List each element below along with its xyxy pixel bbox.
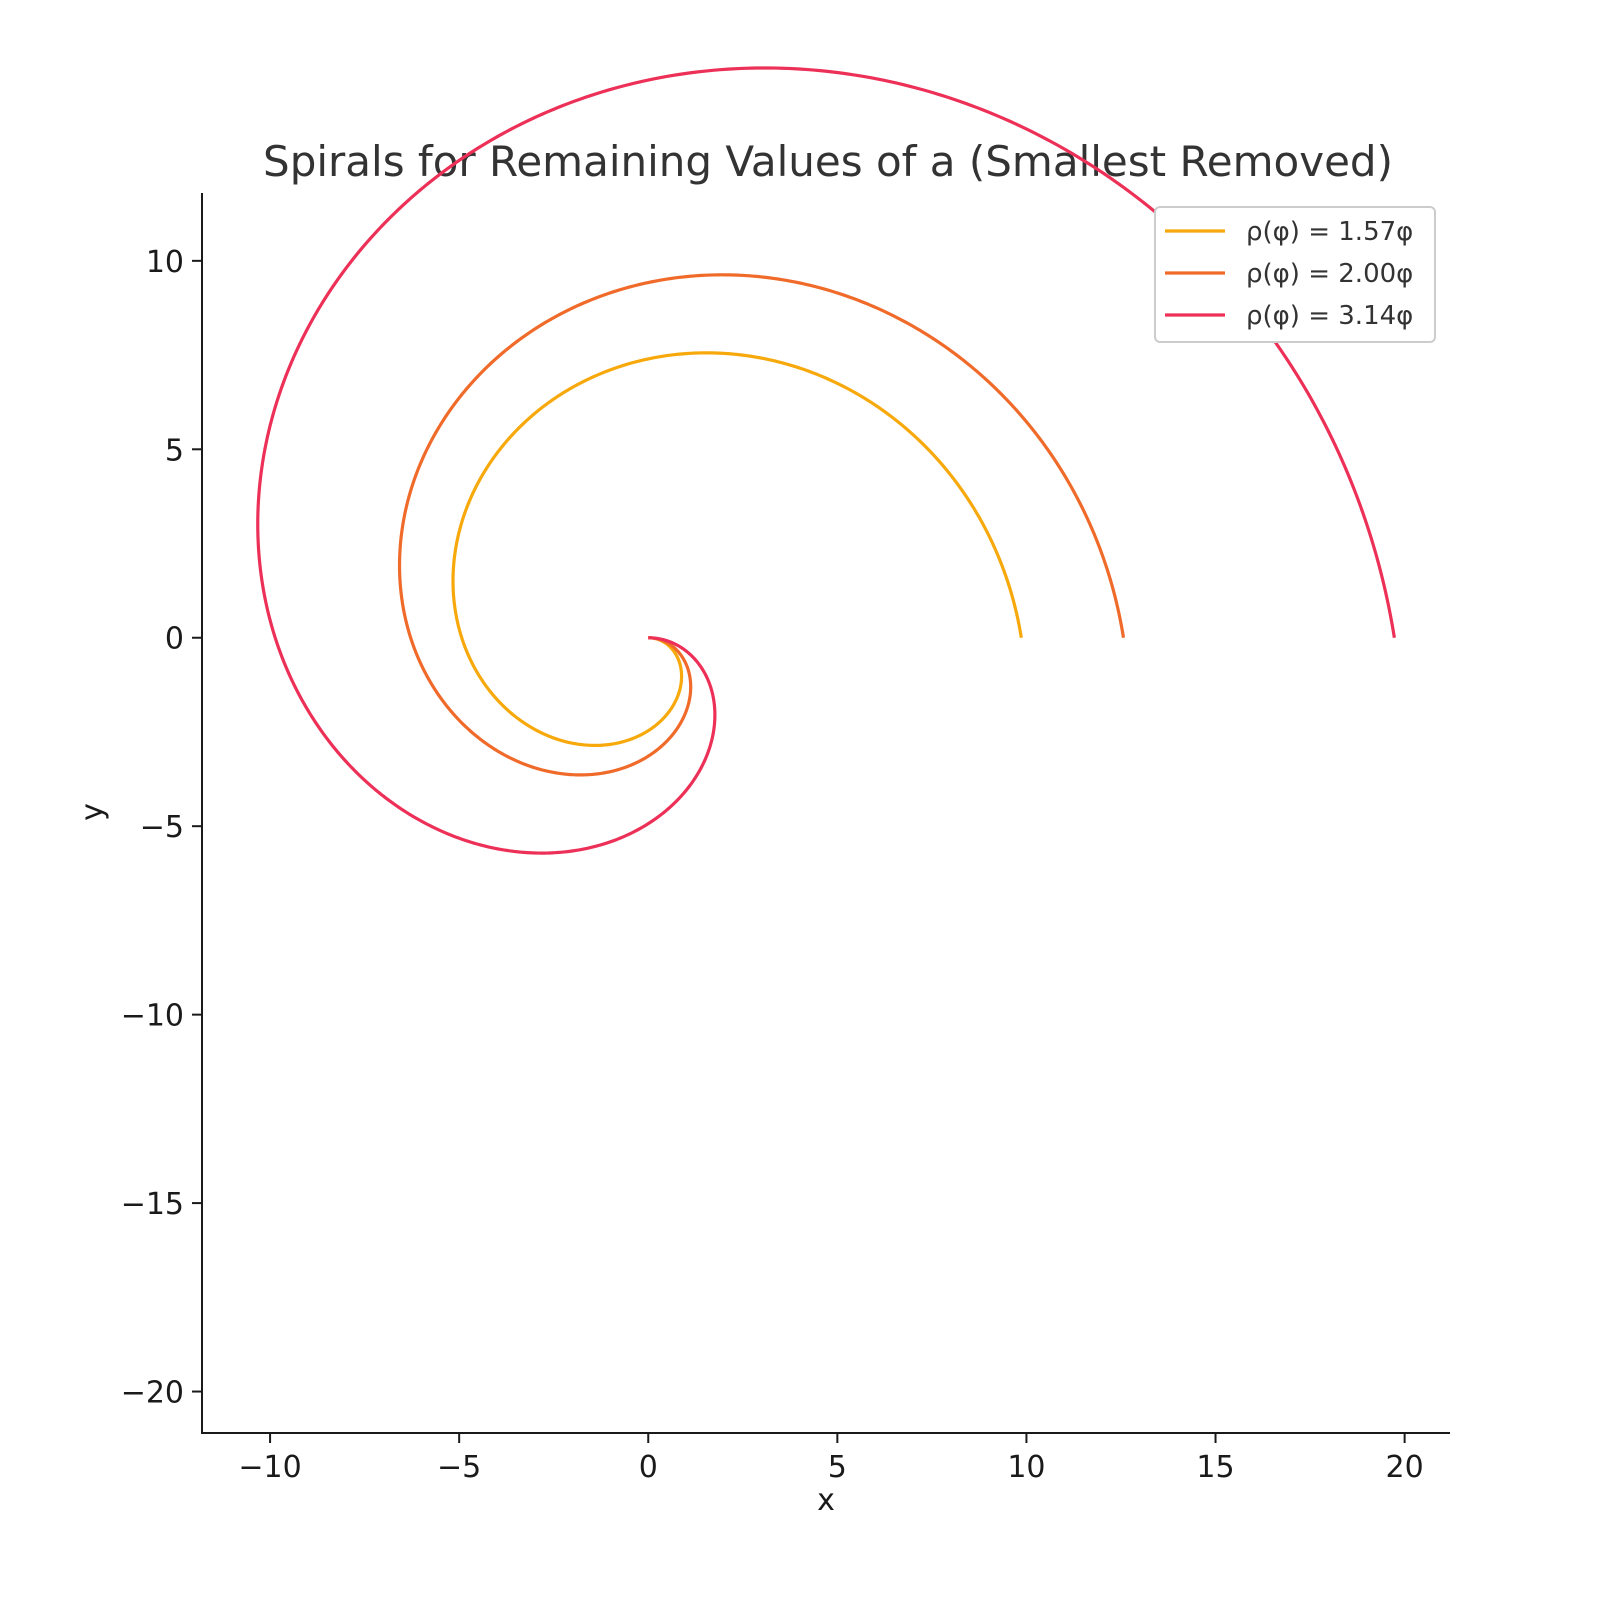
x-axis-label: x [817,1483,835,1518]
x-tick-label: −10 [238,1450,301,1485]
legend: ρ(φ) = 1.57φ ρ(φ) = 2.00φ ρ(φ) = 3.14φ [1154,206,1436,343]
chart-title: Spirals for Remaining Values of a (Small… [263,137,1393,186]
y-tick-label: −5 [140,810,184,845]
y-tick-label: −15 [121,1187,184,1222]
x-tick-label: 15 [1196,1450,1234,1485]
x-tick-label: 20 [1386,1450,1424,1485]
y-tick-label: 10 [146,245,184,280]
legend-label-2: ρ(φ) = 2.00φ [1246,259,1413,289]
x-tick-label: 5 [828,1450,847,1485]
y-tick-label: 5 [165,433,184,468]
y-axis-label: y [75,803,110,821]
y-axis-ticks: 10 5 0 −5 −10 −15 −20 [121,245,202,1411]
legend-label-3: ρ(φ) = 3.14φ [1246,301,1413,331]
x-axis-ticks: −10 −5 0 5 10 15 20 [238,1433,1424,1485]
x-tick-label: 10 [1007,1450,1045,1485]
series-line-1 [451,351,1023,748]
legend-label-1: ρ(φ) = 1.57φ [1246,217,1413,247]
legend-box [1154,206,1436,343]
x-tick-label: −5 [437,1450,481,1485]
x-tick-label: 0 [639,1450,658,1485]
y-tick-label: −10 [121,999,184,1034]
series-line-2 [397,273,1126,777]
series-lines [256,66,1396,855]
y-tick-label: 0 [165,622,184,657]
series-line-3 [256,66,1396,855]
y-tick-label: −20 [121,1376,184,1411]
